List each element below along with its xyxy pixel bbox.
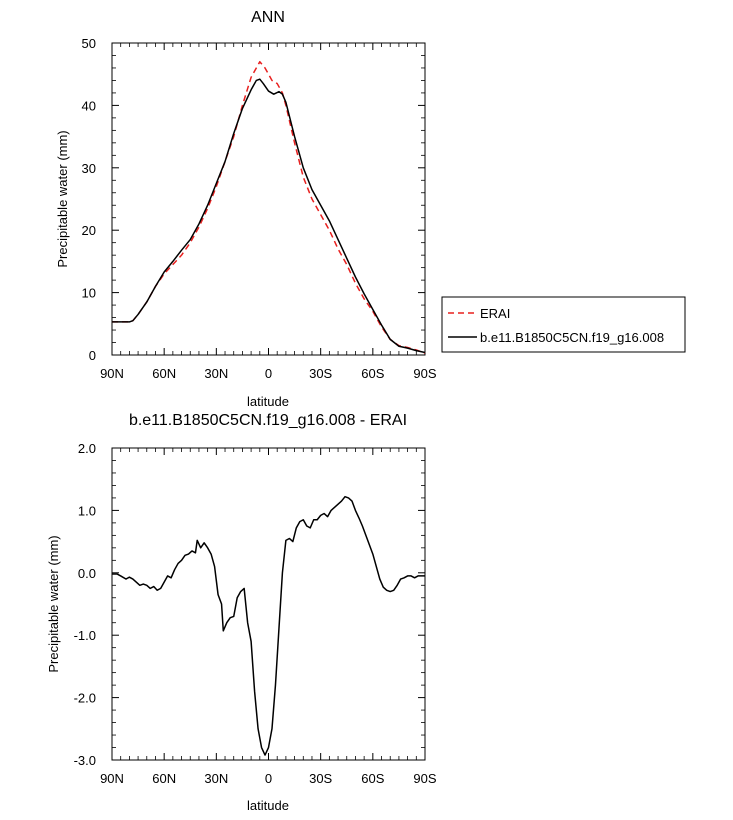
top-x-tick-label: 30S — [309, 366, 332, 381]
bottom-y-tick-label: 2.0 — [78, 441, 96, 456]
bottom-x-tick-label: 30S — [309, 771, 332, 786]
top-x-tick-label: 90N — [100, 366, 124, 381]
top-y-tick-label: 40 — [82, 98, 96, 113]
top-x-axis-label: latitude — [247, 394, 289, 409]
bottom-title: b.e11.B1850C5CN.f19_g16.008 - ERAI — [129, 412, 407, 429]
top-x-tick-label: 30N — [204, 366, 228, 381]
legend-label-erai: ERAI — [480, 306, 510, 321]
bottom-y-tick-label: -2.0 — [74, 691, 96, 706]
top-x-tick-label: 60N — [152, 366, 176, 381]
legend-label-model: b.e11.B1850C5CN.f19_g16.008 — [480, 330, 664, 345]
top-series-line-0 — [112, 60, 426, 354]
bottom-x-tick-label: 30N — [204, 771, 228, 786]
top-y-tick-label: 30 — [82, 161, 96, 176]
bottom-x-tick-label: 60N — [152, 771, 176, 786]
bottom-y-tick-label: -3.0 — [74, 753, 96, 768]
top-panel: ANN 90N 60N 30N 0 30S 60S 90S 0 10 20 30 40 50 latit… — [55, 9, 437, 409]
legend: ERAI b.e11.B1850C5CN.f19_g16.008 — [441, 296, 686, 353]
top-y-tick-label: 20 — [82, 223, 96, 238]
bottom-ticks: 90N 60N 30N 0 30S 60S 90S -3.0 -2.0 -1.0 0.0 1.0 2.0 — [74, 441, 437, 786]
top-series-line-1 — [112, 78, 426, 354]
bottom-series — [112, 495, 425, 756]
bottom-x-tick-label: 0 — [265, 771, 272, 786]
bottom-plot-frame — [111, 447, 426, 761]
top-y-axis-label: Precipitable water (mm) — [55, 130, 70, 267]
bottom-y-tick-label: 0.0 — [78, 566, 96, 581]
top-series — [112, 60, 426, 354]
bottom-x-tick-label: 90N — [100, 771, 124, 786]
bottom-x-tick-label: 60S — [361, 771, 384, 786]
top-y-tick-label: 50 — [82, 36, 96, 51]
top-title: ANN — [251, 9, 285, 26]
top-ticks: 90N 60N 30N 0 30S 60S 90S 0 10 20 30 40 50 — [82, 36, 437, 381]
bottom-y-tick-label: 1.0 — [78, 503, 96, 518]
top-x-tick-label: 0 — [265, 366, 272, 381]
top-x-tick-label: 90S — [413, 366, 436, 381]
top-y-tick-label: 10 — [82, 286, 96, 301]
bottom-series-line-0 — [112, 495, 425, 756]
bottom-x-axis-label: latitude — [247, 798, 289, 813]
bottom-panel: b.e11.B1850C5CN.f19_g16.008 - ERAI 90N 60… — [46, 412, 437, 813]
top-x-tick-label: 60S — [361, 366, 384, 381]
legend-box — [441, 296, 686, 353]
bottom-y-axis-label: Precipitable water (mm) — [46, 535, 61, 672]
bottom-x-tick-label: 90S — [413, 771, 436, 786]
top-y-tick-label: 0 — [89, 348, 96, 363]
bottom-y-tick-label: -1.0 — [74, 628, 96, 643]
